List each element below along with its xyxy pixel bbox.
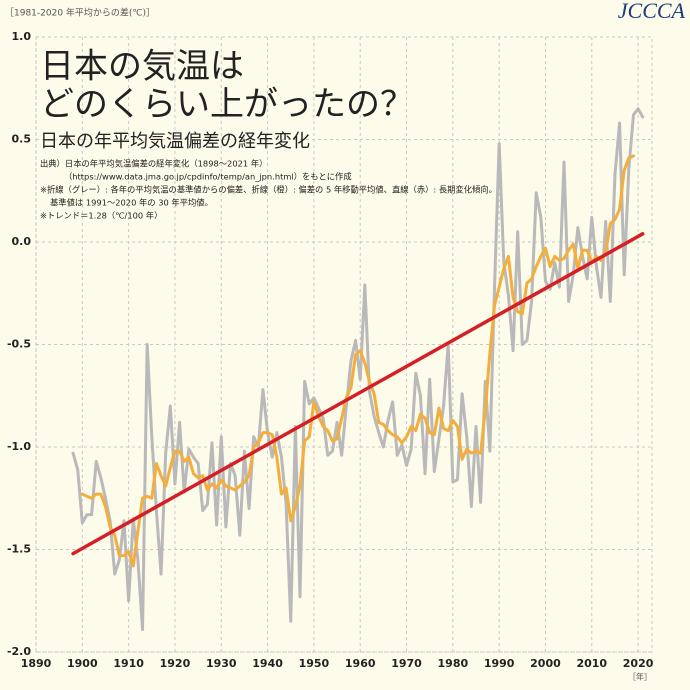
- lines: [71, 107, 645, 631]
- x-tick-label: 1940: [252, 657, 283, 670]
- y-tick-label: 0.5: [12, 133, 32, 146]
- x-tick-label: 1980: [438, 657, 469, 670]
- y-tick-label: -1.5: [7, 543, 31, 556]
- series-line: [71, 232, 645, 556]
- y-tick-label: -0.5: [7, 338, 31, 351]
- subtitle: 日本の年平均気温偏差の経年変化: [40, 131, 310, 152]
- note: 出典）日本の年平均気温偏差の経年変化（1898〜2021 年）: [40, 159, 267, 169]
- x-tick-label: 2020: [623, 657, 654, 670]
- x-tick-label: 1950: [299, 657, 330, 670]
- series-line: [71, 107, 645, 631]
- note: ※トレンド＝1.28（℃/100 年）: [40, 211, 162, 221]
- x-tick-label: 2010: [576, 657, 607, 670]
- y-tick-label: 1.0: [12, 30, 32, 43]
- logo: JCCCA: [618, 0, 686, 23]
- title-line: どのくらい上がったの？: [40, 85, 414, 125]
- labels: ［1981-2020 年平均からの差(℃)］ JCCCA 日本の気温は どのくら…: [5, 0, 686, 682]
- note: （https://www.data.jma.go.jp/cpdinfo/temp…: [64, 172, 352, 182]
- x-tick-label: 1960: [345, 657, 376, 670]
- x-axis-label: ［年］: [628, 672, 652, 682]
- y-tick-label: 0.0: [12, 235, 32, 248]
- y-tick-label: -2.0: [7, 645, 31, 658]
- x-tick-label: 1920: [160, 657, 191, 670]
- note: ※折線（グレー）: 各年の平均気温の基準値からの偏差、折線（橙）: 偏差の 5 …: [40, 185, 497, 195]
- x-tick-label: 1900: [67, 657, 98, 670]
- note: 基準値は 1991〜2020 年の 30 年平均値。: [50, 198, 213, 208]
- y-axis-label: ［1981-2020 年平均からの差(℃)］: [5, 7, 155, 19]
- x-tick-label: 1890: [21, 657, 52, 670]
- grid: [35, 36, 653, 653]
- y-tick-label: -1.0: [7, 440, 31, 453]
- x-tick-label: 2000: [530, 657, 561, 670]
- x-tick-label: 1910: [113, 657, 144, 670]
- series-line: [80, 154, 635, 568]
- x-tick-label: 1970: [391, 657, 422, 670]
- x-tick-label: 1930: [206, 657, 237, 670]
- title-line: 日本の気温は: [40, 47, 244, 87]
- x-tick-label: 1990: [484, 657, 515, 670]
